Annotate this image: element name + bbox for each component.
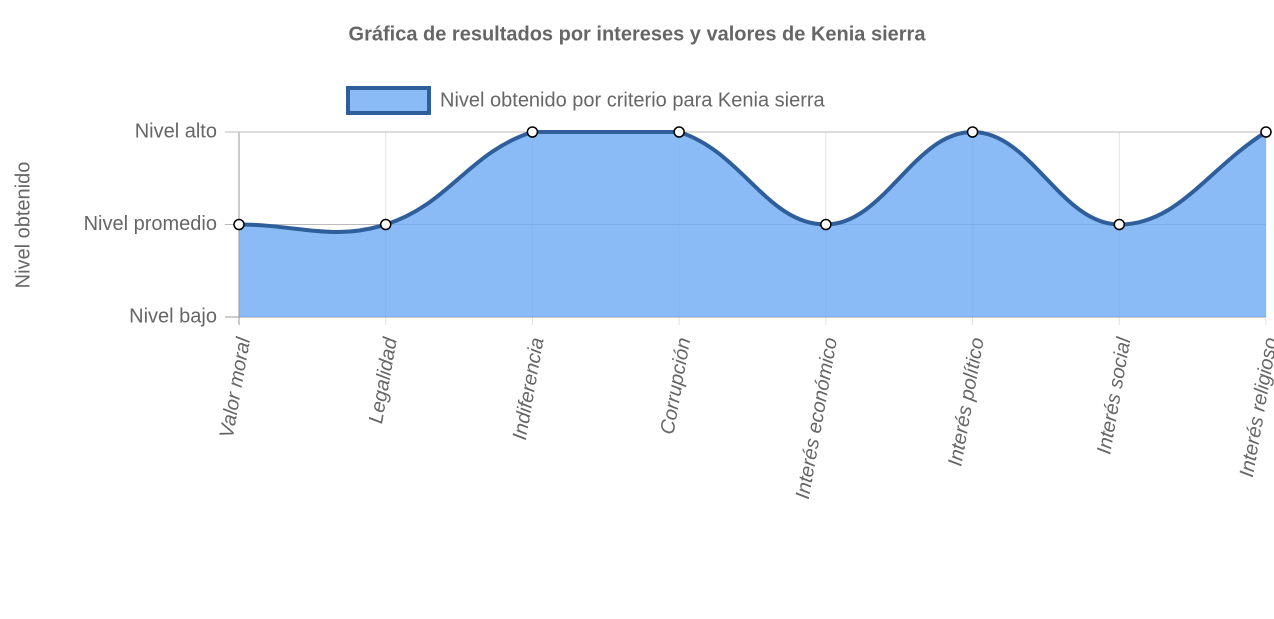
point [1260, 126, 1272, 138]
x-tick-label: Corrupción [657, 336, 696, 436]
point [673, 126, 685, 138]
x-tick-label: Interés social [1093, 335, 1135, 455]
area [239, 132, 1266, 317]
point [233, 218, 245, 231]
x-tick-label: Interés político [944, 336, 988, 468]
x-tick-label: Valor moral [216, 335, 255, 439]
chart-title: Gráfica de resultados por intereses y va… [349, 23, 927, 45]
point [966, 126, 979, 138]
x-tick-label: Indiferencia [509, 336, 549, 442]
line [238, 129, 1268, 235]
point [820, 218, 832, 231]
point [1113, 218, 1126, 231]
y-tick-label: Nivel alto [135, 120, 217, 142]
x-tick-label: Interés religioso [1236, 336, 1274, 479]
y-tick-label: Nivel bajo [129, 305, 217, 327]
legend-label: Nivel obtenido por criterio para Kenia s… [440, 89, 826, 111]
y-axis-title: Nivel obtenido [12, 162, 34, 289]
legend-swatch [346, 86, 431, 115]
point [379, 218, 392, 231]
x-tick-label: Legalidad [365, 335, 402, 425]
point [526, 126, 539, 138]
x-tick-label: Interés económico [792, 336, 842, 501]
y-tick-label: Nivel promedio [84, 213, 217, 235]
